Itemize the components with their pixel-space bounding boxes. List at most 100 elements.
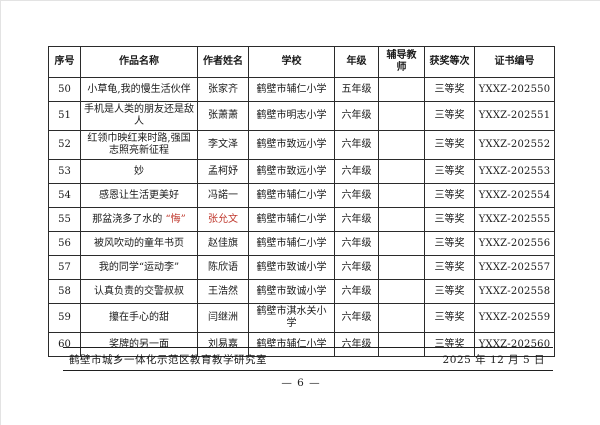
cell-author: 刘易嘉 (197, 332, 249, 357)
cell-grade: 六年级 (334, 231, 379, 256)
cell-award: 三等奖 (424, 101, 475, 131)
column-header-1: 作品名称 (80, 46, 198, 78)
cell-teacher (378, 130, 425, 160)
table-row: 56 被风吹动的童年书页 赵佳旗 鹤壁市辅仁小学 六年级 三等奖 YXXZ-202556 (48, 231, 555, 256)
cell-author: 赵佳旗 (197, 231, 249, 256)
title-text: 认真负责的交警叔叔 (94, 285, 184, 297)
cell-grade: 六年级 (334, 159, 379, 184)
cell-cert: YXXZ-202552 (474, 130, 555, 160)
table-row: 60 奖牌的另一面 刘易嘉 鹤壁市辅仁小学 六年级 三等奖 YXXZ-202560 (48, 332, 555, 357)
cell-cert: YXXZ-202550 (474, 77, 555, 102)
cell-no: 55 (48, 207, 81, 232)
cell-title: 攥在手心的甜 (80, 303, 198, 333)
cell-teacher (378, 279, 425, 304)
cell-teacher (378, 159, 425, 184)
cell-no: 54 (48, 183, 81, 208)
cell-award: 三等奖 (424, 255, 475, 280)
cell-award: 三等奖 (424, 231, 475, 256)
cell-grade: 六年级 (334, 183, 379, 208)
title-text: 那盆浇多了水的 (92, 213, 166, 225)
cell-title: 手机是人类的朋友还是敌人 (80, 101, 198, 131)
cell-title: 我的同学“运动李” (80, 255, 198, 280)
cell-no: 57 (48, 255, 81, 280)
cell-no: 51 (48, 101, 81, 131)
column-header-7: 证书编号 (474, 46, 555, 78)
cell-grade: 六年级 (334, 101, 379, 131)
cell-author: 张允文 (197, 207, 249, 232)
cell-no: 56 (48, 231, 81, 256)
cell-cert: YXXZ-202560 (474, 332, 555, 357)
cell-no: 60 (48, 332, 81, 357)
cell-school: 鹤壁市致诚小学 (248, 255, 335, 280)
table-row: 55 那盆浇多了水的 “悔” 张允文 鹤壁市辅仁小学 六年级 三等奖 YXXZ-202555 (48, 207, 555, 232)
cell-cert: YXXZ-202555 (474, 207, 555, 232)
cell-cert: YXXZ-202554 (474, 183, 555, 208)
cell-grade: 六年级 (334, 255, 379, 280)
table-row: 53 妙 孟柯妤 鹤壁市致远小学 六年级 三等奖 YXXZ-202553 (48, 159, 555, 184)
cell-school: 鹤壁市淇水关小学 (248, 303, 335, 333)
cell-grade: 六年级 (334, 303, 379, 333)
title-text: 手机是人类的朋友还是敌人 (84, 104, 194, 127)
title-text: 感恩让生活更美好 (99, 189, 179, 201)
cell-award: 三等奖 (424, 279, 475, 304)
cell-grade: 六年级 (334, 332, 379, 357)
cell-author: 张萧萧 (197, 101, 249, 131)
cell-no: 50 (48, 77, 81, 102)
cell-cert: YXXZ-202553 (474, 159, 555, 184)
cell-award: 三等奖 (424, 77, 475, 102)
column-header-0: 序号 (48, 46, 81, 78)
column-header-3: 学校 (248, 46, 335, 78)
column-header-6: 获奖等次 (424, 46, 475, 78)
cell-award: 三等奖 (424, 130, 475, 160)
cell-author: 王浩然 (197, 279, 249, 304)
cell-school: 鹤壁市辅仁小学 (248, 231, 335, 256)
cell-school: 鹤壁市致远小学 (248, 159, 335, 184)
cell-no: 58 (48, 279, 81, 304)
cell-school: 鹤壁市明志小学 (248, 101, 335, 131)
column-header-2: 作者姓名 (197, 46, 249, 78)
cell-school: 鹤壁市辅仁小学 (248, 183, 335, 208)
cell-author: 闫继洲 (197, 303, 249, 333)
cell-cert: YXXZ-202559 (474, 303, 555, 333)
cell-teacher (378, 303, 425, 333)
cell-cert: YXXZ-202557 (474, 255, 555, 280)
award-table: 序号 作品名称 作者姓名 学校 年级 辅导教师 获奖等次 证书编号 50 小草龟,我的慢生活伙伴… (48, 46, 555, 357)
cell-grade: 六年级 (334, 130, 379, 160)
cell-teacher (378, 332, 425, 357)
cell-title: 妙 (80, 159, 198, 184)
table-row: 58 认真负责的交警叔叔 王浩然 鹤壁市致诚小学 六年级 三等奖 YXXZ-202558 (48, 279, 555, 304)
cell-cert: YXXZ-202558 (474, 279, 555, 304)
cell-cert: YXXZ-202556 (474, 231, 555, 256)
cell-no: 53 (48, 159, 81, 184)
cell-cert: YXXZ-202551 (474, 101, 555, 131)
title-text: 妙 (134, 165, 144, 177)
table-row: 50 小草龟,我的慢生活伙伴 张家齐 鹤壁市辅仁小学 五年级 三等奖 YXXZ-202550 (48, 77, 555, 102)
table-row: 54 感恩让生活更美好 冯諾一 鹤壁市辅仁小学 六年级 三等奖 YXXZ-202554 (48, 183, 555, 208)
footer-date: 2025 年 12 月 5 日 (442, 353, 545, 366)
table-header-row: 序号 作品名称 作者姓名 学校 年级 辅导教师 获奖等次 证书编号 (48, 46, 555, 78)
cell-author: 李文泽 (197, 130, 249, 160)
table-row: 59 攥在手心的甜 闫继洲 鹤壁市淇水关小学 六年级 三等奖 YXXZ-202559 (48, 303, 555, 333)
cell-school: 鹤壁市致诚小学 (248, 279, 335, 304)
cell-award: 三等奖 (424, 303, 475, 333)
cell-school: 鹤壁市辅仁小学 (248, 332, 335, 357)
title-text: 红领巾映红来时路,强国志照亮新征程 (87, 133, 191, 156)
column-header-5: 辅导教师 (378, 46, 425, 78)
cell-title: 小草龟,我的慢生活伙伴 (80, 77, 198, 102)
table-row: 57 我的同学“运动李” 陈欣语 鹤壁市致诚小学 六年级 三等奖 YXXZ-202557 (48, 255, 555, 280)
page-number: — 6 — (281, 377, 321, 389)
cell-school: 鹤壁市辅仁小学 (248, 207, 335, 232)
cell-teacher (378, 183, 425, 208)
cell-title: 那盆浇多了水的 “悔” (80, 207, 198, 232)
cell-teacher (378, 207, 425, 232)
cell-award: 三等奖 (424, 183, 475, 208)
table-row: 52 红领巾映红来时路,强国志照亮新征程 李文泽 鹤壁市致远小学 六年级 三等奖 YXXZ-… (48, 130, 555, 160)
title-text: 奖牌的另一面 (109, 338, 169, 350)
cell-school: 鹤壁市致远小学 (248, 130, 335, 160)
title-text: 被风吹动的童年书页 (94, 237, 184, 249)
cell-teacher (378, 255, 425, 280)
cell-author: 陈欣语 (197, 255, 249, 280)
cell-award: 三等奖 (424, 207, 475, 232)
cell-grade: 五年级 (334, 77, 379, 102)
